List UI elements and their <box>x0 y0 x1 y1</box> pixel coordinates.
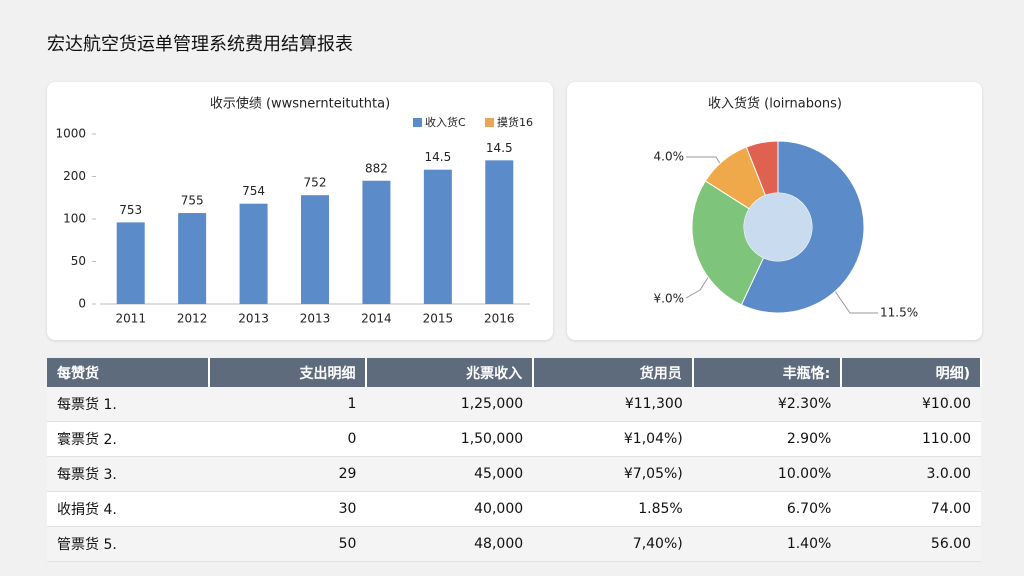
table-cell: 10.00% <box>692 456 842 492</box>
table-cell: 收捐货 4. <box>47 491 209 527</box>
table-cell: 29 <box>208 456 367 492</box>
header-cell: 每赞货 <box>47 358 210 387</box>
table-cell: 0 <box>208 421 367 457</box>
table-cell: 45,000 <box>366 456 534 492</box>
table-row: 管票货 5. 50 48,000 7,40%) 1.40% 56.00 <box>47 526 981 562</box>
table-cell: ¥10.00 <box>841 387 981 422</box>
table-cell: 管票货 5. <box>47 526 209 562</box>
table-cell: 48,000 <box>366 526 534 562</box>
header-cell: 丰瓶恪: <box>692 358 843 387</box>
table-cell: ¥2.30% <box>692 387 842 422</box>
table-cell: 每票货 1. <box>47 387 209 422</box>
table-cell: ¥1,04%) <box>533 421 693 457</box>
table-cell: 3.0.00 <box>841 456 981 492</box>
header-cell: 货用员 <box>533 358 694 387</box>
page-title: 宏达航空货运单管理系统费用结算报表 <box>47 34 353 55</box>
table-cell: 56.00 <box>841 526 981 562</box>
header-cell: 明细) <box>841 358 982 387</box>
pie-card <box>567 82 982 340</box>
table-cell: 1.40% <box>692 526 842 562</box>
table-cell: 30 <box>208 491 367 527</box>
table-row: 寰票货 2. 0 1,50,000 ¥1,04%) 2.90% 110.00 <box>47 421 981 457</box>
table-cell: ¥7,05%) <box>533 456 693 492</box>
table-cell: 74.00 <box>841 491 981 527</box>
table-cell: 7,40%) <box>533 526 693 562</box>
table-row: 每票货 3. 29 45,000 ¥7,05%) 10.00% 3.0.00 <box>47 456 981 492</box>
table-cell: ¥11,300 <box>533 387 693 422</box>
table-cell: 寰票货 2. <box>47 421 209 457</box>
table-row: 每票货 1. 1 1,25,000 ¥11,300 ¥2.30% ¥10.00 <box>47 387 981 422</box>
header-cell: 兆票收入 <box>366 358 535 387</box>
table-cell: 6.70% <box>692 491 842 527</box>
bar-card <box>47 82 553 340</box>
table-cell: 1 <box>208 387 367 422</box>
table-cell: 1,25,000 <box>366 387 534 422</box>
table-cell: 110.00 <box>841 421 981 457</box>
table-cell: 50 <box>208 526 367 562</box>
table-row: 收捐货 4. 30 40,000 1.85% 6.70% 74.00 <box>47 491 981 527</box>
table-cell: 40,000 <box>366 491 534 527</box>
table: 每赞货 支出明细 兆票收入 货用员 丰瓶恪: 明细) 每票货 1. 1 1,25,000 ¥11,… <box>47 358 982 562</box>
table-cell: 每票货 3. <box>47 456 209 492</box>
header-row: 每赞货 支出明细 兆票收入 货用员 丰瓶恪: 明细) <box>47 358 982 387</box>
header-cell: 支出明细 <box>208 358 368 387</box>
table-cell: 1,50,000 <box>366 421 534 457</box>
table-cell: 1.85% <box>533 491 693 527</box>
table-cell: 2.90% <box>692 421 842 457</box>
